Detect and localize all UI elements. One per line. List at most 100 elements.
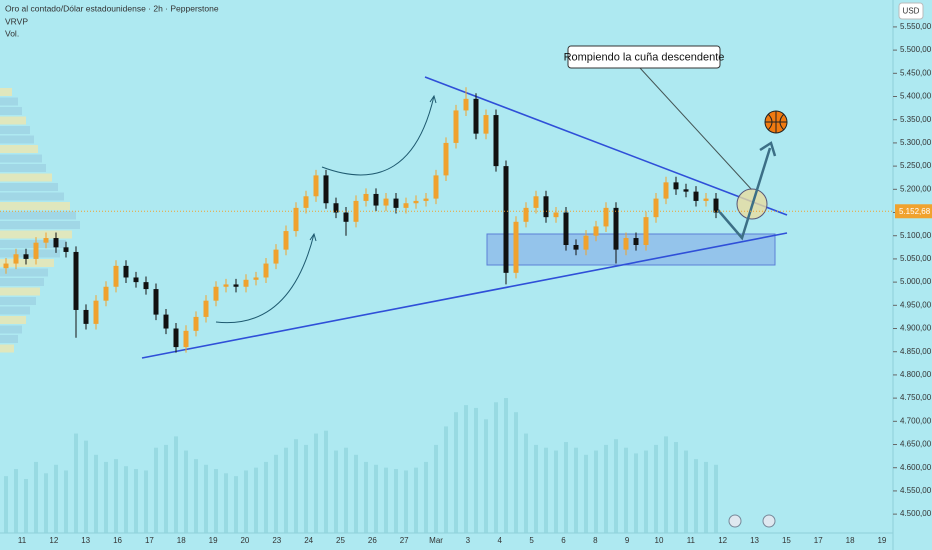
x-tick-label: 24 bbox=[304, 536, 313, 545]
candle-body bbox=[383, 198, 389, 206]
candle-body bbox=[583, 235, 589, 250]
volume-bar bbox=[424, 461, 428, 533]
volume-bar bbox=[394, 469, 398, 533]
volume-bar bbox=[164, 444, 168, 533]
volume-bar bbox=[654, 444, 658, 533]
candle-body bbox=[463, 98, 469, 111]
y-tick-label: 5.350,00 bbox=[900, 115, 932, 124]
candle-body bbox=[393, 198, 399, 208]
candle-body bbox=[323, 175, 329, 204]
profile-bar bbox=[0, 268, 48, 277]
candle-body bbox=[443, 142, 449, 176]
volume-bar bbox=[154, 447, 158, 533]
candle-body bbox=[313, 175, 319, 197]
profile-bar bbox=[0, 259, 54, 267]
arrow-head bbox=[429, 94, 437, 104]
profile-bar bbox=[0, 164, 46, 172]
profile-bar bbox=[0, 116, 26, 125]
candle-body bbox=[523, 207, 529, 222]
currency: USD bbox=[903, 7, 920, 16]
candle-body bbox=[203, 300, 209, 317]
candle-body bbox=[353, 200, 359, 222]
y-tick-label: 5.200,00 bbox=[900, 184, 932, 193]
volume-bar bbox=[84, 440, 88, 533]
callout-line bbox=[639, 67, 753, 191]
volume-bar bbox=[454, 412, 458, 533]
event-icon[interactable] bbox=[728, 514, 742, 528]
candle-body bbox=[83, 309, 89, 324]
candle-body bbox=[103, 286, 109, 301]
volume-bar bbox=[244, 470, 248, 533]
candle-body bbox=[593, 226, 599, 236]
x-tick-label: 26 bbox=[368, 536, 377, 545]
x-tick-label: 13 bbox=[81, 536, 90, 545]
volume-bar bbox=[714, 464, 718, 533]
candle-body bbox=[713, 198, 719, 213]
x-tick-label: Mar bbox=[429, 536, 443, 545]
x-tick-label: 12 bbox=[718, 536, 727, 545]
volume-bar bbox=[284, 447, 288, 533]
volume-bar bbox=[234, 476, 238, 533]
candle-body bbox=[693, 191, 699, 201]
currency-badge[interactable] bbox=[898, 2, 924, 20]
volume-bar bbox=[474, 407, 478, 533]
candle-body bbox=[483, 115, 489, 134]
x-tick-label: 5 bbox=[529, 536, 534, 545]
candle-body bbox=[233, 284, 239, 287]
volume-bar bbox=[174, 436, 178, 533]
volume-bar bbox=[364, 461, 368, 533]
x-tick-label: 8 bbox=[593, 536, 598, 545]
y-tick-label: 4.650,00 bbox=[900, 440, 932, 449]
profile-bar bbox=[0, 335, 18, 343]
candle-body bbox=[553, 212, 559, 218]
volume-bar bbox=[494, 402, 498, 533]
volume-bar bbox=[634, 453, 638, 533]
volume-bar bbox=[14, 469, 18, 533]
candle-body bbox=[293, 207, 299, 232]
volume-bar bbox=[704, 461, 708, 533]
profile-bar bbox=[0, 192, 64, 201]
candle-body bbox=[403, 203, 409, 208]
x-tick-label: 11 bbox=[687, 536, 696, 545]
candle-body bbox=[433, 175, 439, 199]
x-tick-label: 18 bbox=[177, 536, 186, 545]
candle-body bbox=[23, 254, 29, 259]
y-tick-label: 4.750,00 bbox=[900, 393, 932, 402]
candle-body bbox=[253, 277, 259, 280]
curve-arrow bbox=[215, 233, 315, 324]
y-tick-label: 4.700,00 bbox=[900, 416, 932, 425]
volume-bar bbox=[604, 444, 608, 533]
volume-bar bbox=[254, 467, 258, 533]
volume-bar bbox=[374, 464, 378, 533]
candle-body bbox=[333, 203, 339, 213]
y-tick-label: 4.550,00 bbox=[900, 486, 932, 495]
volume-bar bbox=[124, 466, 128, 533]
support-zone bbox=[486, 233, 776, 266]
profile-bar bbox=[0, 221, 80, 229]
indicator: Vol. bbox=[5, 28, 19, 38]
candle-body bbox=[13, 254, 19, 264]
volume-bar bbox=[314, 433, 318, 533]
x-tick-label: 3 bbox=[466, 536, 471, 545]
x-tick-label: 23 bbox=[272, 536, 281, 545]
y-tick-label: 4.850,00 bbox=[900, 347, 932, 356]
x-tick-label: 15 bbox=[782, 536, 791, 545]
candle-body bbox=[243, 279, 249, 287]
volume-bar bbox=[594, 450, 598, 533]
candles bbox=[3, 87, 719, 353]
candle-body bbox=[193, 316, 199, 331]
x-tick-label: 13 bbox=[750, 536, 759, 545]
candle-body bbox=[533, 196, 539, 208]
volume-bar bbox=[264, 461, 268, 533]
y-tick-label: 5.300,00 bbox=[900, 138, 932, 147]
event-icon[interactable] bbox=[762, 514, 776, 528]
volume-bar bbox=[204, 464, 208, 533]
x-tick-label: 17 bbox=[814, 536, 823, 545]
volume-bar bbox=[144, 470, 148, 533]
x-tick-label: 17 bbox=[145, 536, 154, 545]
candle-body bbox=[683, 189, 689, 192]
volume-bar bbox=[434, 444, 438, 533]
volume-bar bbox=[534, 444, 538, 533]
candle-body bbox=[493, 115, 499, 167]
profile-bar bbox=[0, 183, 58, 191]
